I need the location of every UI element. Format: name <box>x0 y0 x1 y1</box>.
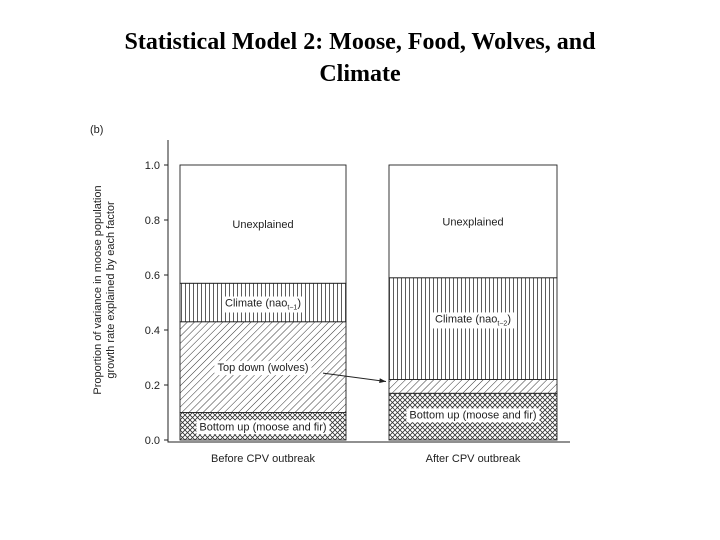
label-before-top-down: Top down (wolves) <box>217 362 308 374</box>
bar-segment-diagonal <box>388 379 558 394</box>
plot-area: 0.0 0.2 0.4 0.6 0.8 1.0 Before CPV outbreak Aft… <box>145 140 570 465</box>
slide-title-line1: Statistical Model 2: Moose, Food, Wolves… <box>124 29 596 55</box>
label-after-unexplained: Unexplained <box>442 216 503 228</box>
y-tick-label: 0.4 <box>145 325 160 337</box>
label-before-bottom-up: Bottom up (moose and fir) <box>199 421 326 433</box>
y-tick-label: 0.8 <box>145 215 160 227</box>
slide-title-line2: Climate <box>319 61 401 87</box>
label-before-unexplained: Unexplained <box>232 219 293 231</box>
label-after-climate-background <box>432 312 514 329</box>
y-tick-label: 0.2 <box>145 380 160 392</box>
arrow-line <box>322 372 387 382</box>
label-before-climate: Climate (naot−1) <box>225 298 301 312</box>
x-category-label: After CPV outbreak <box>426 453 521 465</box>
y-axis-title: Proportion of variance in moose populati… <box>92 185 117 394</box>
label-after-unexplained-background <box>439 215 507 230</box>
label-after-bottom-up: Bottom up (moose and fir) <box>409 409 536 421</box>
y-tick-label: 0.6 <box>145 270 160 282</box>
slide-title: Statistical Model 2: Moose, Food, Wolves… <box>0 26 720 90</box>
label-after-climate: Climate (naot−2) <box>435 313 511 327</box>
x-category-label: Before CPV outbreak <box>211 453 315 465</box>
panel-label: (b) <box>90 124 103 136</box>
arrow-head <box>379 378 386 384</box>
label-before-top-down-background <box>214 361 312 376</box>
y-tick-label: 0.0 <box>145 435 160 447</box>
label-before-climate-background <box>222 296 304 313</box>
plot-frame <box>167 140 570 443</box>
label-before-bottom-up-background <box>196 420 330 435</box>
y-tick-label: 1.0 <box>145 160 160 172</box>
label-after-bottom-up-background <box>406 408 540 423</box>
bar-segment-vertical <box>388 277 558 380</box>
label-before-unexplained-background <box>229 218 297 233</box>
y-axis-title-line2: growth rate explained by each factor <box>105 201 117 379</box>
y-axis-title-line1: Proportion of variance in moose populati… <box>92 185 104 394</box>
